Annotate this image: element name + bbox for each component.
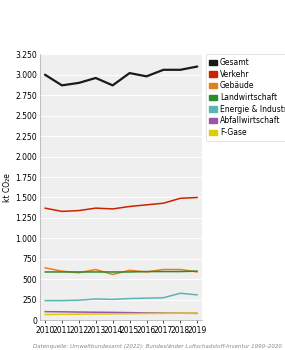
Text: Salzburg: Entwicklung der Treibhausgasemissionen: Salzburg: Entwicklung der Treibhausgasem… [9,10,285,20]
Text: (exkl. Emissionshandelssektor): (exkl. Emissionshandelssektor) [9,28,139,37]
Text: Datenquelle: Umweltbundesamt (2022): Bundesländer Luftschadstoff-Inventur 1990–2: Datenquelle: Umweltbundesamt (2022): Bun… [33,344,282,349]
Y-axis label: kt CO₂e: kt CO₂e [3,173,13,202]
Legend: Gesamt, Verkehr, Gebäude, Landwirtschaft, Energie & Industrie, Abfallwirtschaft,: Gesamt, Verkehr, Gebäude, Landwirtschaft… [205,54,285,141]
